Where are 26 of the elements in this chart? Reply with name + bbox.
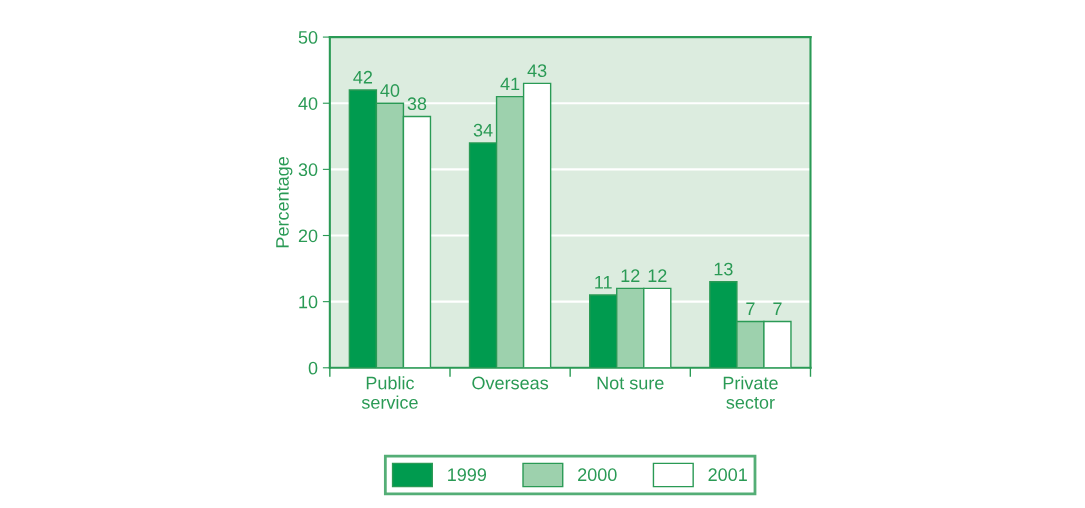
y-axis-title: Percentage [276,157,293,248]
x-tick-label: Private sector [723,376,778,409]
data-label: 41 [500,77,520,91]
data-label: 12 [621,269,640,282]
data-label: 11 [595,276,612,289]
legend-label: 2000 [578,468,617,482]
data-label: 38 [407,97,427,111]
legend-label: 2001 [708,468,747,482]
data-label: 13 [714,262,733,276]
y-tick-label: 30 [298,163,318,177]
data-label: 7 [773,302,782,315]
data-label: 42 [353,70,373,84]
data-label: 40 [380,84,400,97]
y-tick-label: 40 [298,97,318,110]
x-tick-label: Public service [361,376,418,409]
x-tick-label: Not sure [597,376,664,390]
y-tick-label: 20 [298,229,318,243]
data-label: 7 [746,302,755,315]
y-tick-label: 0 [308,361,318,375]
data-label: 34 [473,123,493,137]
x-tick-label: Overseas [472,376,549,390]
data-label: 12 [648,269,667,282]
legend-label: 1999 [448,468,487,482]
y-tick-label: 10 [299,295,318,309]
y-tick-label: 50 [298,31,318,44]
data-label: 43 [527,64,547,78]
